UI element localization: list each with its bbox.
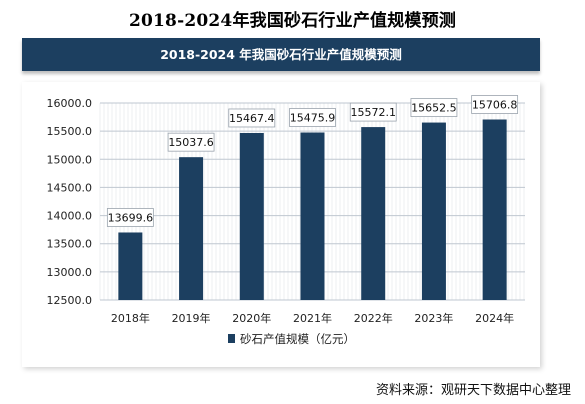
bar xyxy=(118,232,143,300)
data-label-box xyxy=(106,208,154,227)
bar xyxy=(300,132,325,300)
legend-label: 砂石产值规模（亿元） xyxy=(240,332,355,346)
data-label: 15706.8 xyxy=(472,99,518,112)
data-label-box xyxy=(471,95,519,114)
outer-title: 2018-2024年我国砂石行业产值规模预测 xyxy=(128,11,457,31)
x-tick-label: 2020年 xyxy=(232,311,271,325)
data-label-box xyxy=(228,108,276,128)
x-tick-label: 2018年 xyxy=(111,311,150,325)
y-tick-label: 15000.0 xyxy=(47,153,93,166)
data-label: 15652.5 xyxy=(411,102,457,115)
y-tick-label: 14500.0 xyxy=(47,181,93,194)
legend-swatch xyxy=(228,334,235,343)
bar xyxy=(179,157,204,300)
chart-title: 2018-2024 年我国砂石行业产值规模预测 xyxy=(160,47,402,62)
y-tick-label: 13000.0 xyxy=(47,266,93,279)
y-tick-label: 15500.0 xyxy=(47,125,93,138)
y-tick-label: 14000.0 xyxy=(47,210,93,223)
x-tick-label: 2021年 xyxy=(293,311,332,325)
data-label-box xyxy=(410,98,458,117)
x-tick-label: 2024年 xyxy=(475,311,514,325)
data-label: 15467.4 xyxy=(229,112,275,125)
x-tick-label: 2022年 xyxy=(354,311,393,325)
y-tick-label: 16000.0 xyxy=(47,97,93,110)
bar xyxy=(421,122,446,300)
data-label-box xyxy=(167,132,215,152)
chart-title-banner: 2018-2024 年我国砂石行业产值规模预测 xyxy=(22,38,540,71)
x-tick-label: 2019年 xyxy=(172,311,211,325)
x-tick-label: 2023年 xyxy=(414,311,453,325)
data-label: 13699.6 xyxy=(108,211,154,224)
source-note: 资料来源：观研天下数据中心整理 xyxy=(375,383,571,398)
data-label: 15475.9 xyxy=(290,111,336,124)
bar xyxy=(482,119,507,301)
data-label-box xyxy=(289,108,336,127)
bar xyxy=(239,132,264,300)
data-label: 15037.6 xyxy=(168,136,214,149)
y-tick-label: 13500.0 xyxy=(47,238,93,251)
bar xyxy=(361,127,386,300)
data-label-box xyxy=(349,102,397,122)
y-tick-label: 12500.0 xyxy=(47,294,93,307)
data-label: 15572.1 xyxy=(350,106,396,119)
